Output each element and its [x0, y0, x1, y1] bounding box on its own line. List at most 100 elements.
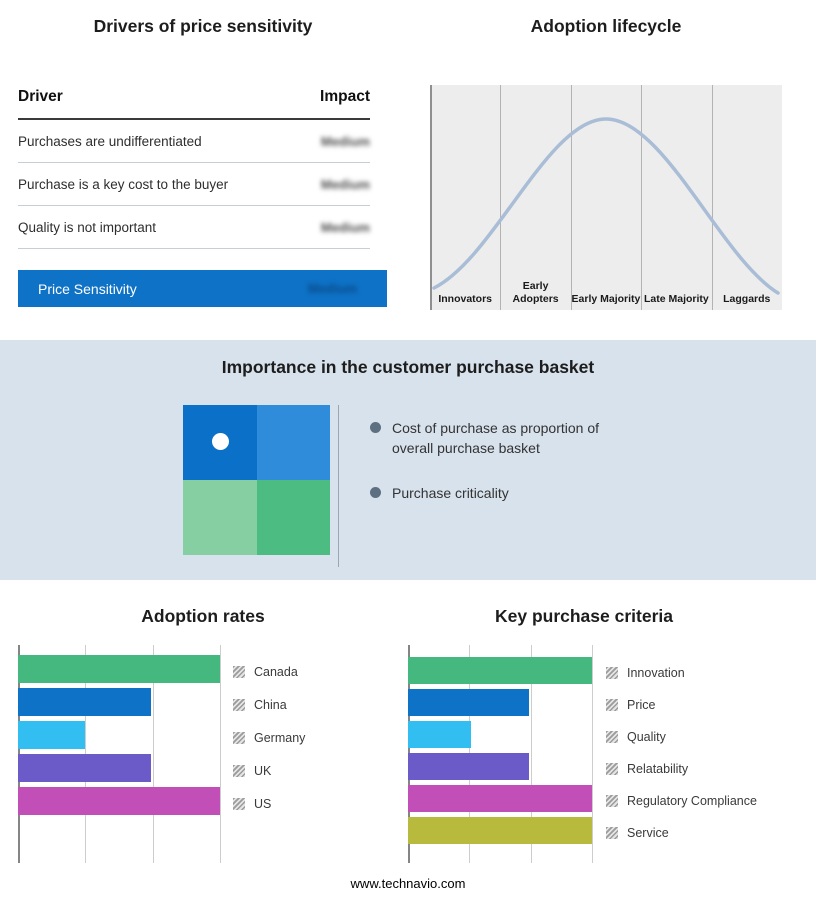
gridline — [530, 645, 532, 863]
legend-item: Germany — [233, 721, 305, 754]
legend-item: Regulatory Compliance — [606, 785, 757, 817]
stage-label: Early Majority — [571, 292, 641, 305]
legend-swatch-icon — [606, 667, 618, 679]
gridline — [220, 645, 221, 863]
key-purchase-criteria-legend: Innovation Price Quality Relatability Re… — [606, 645, 757, 849]
quadrant-axis-line — [338, 405, 339, 567]
stage-label: Laggards — [723, 292, 771, 305]
impact-column-header: Impact — [320, 88, 370, 105]
legend-swatch-icon — [233, 797, 245, 810]
gridline — [430, 85, 432, 310]
key-purchase-criteria-chart — [408, 645, 593, 863]
legend-swatch-icon — [233, 665, 245, 678]
stage-label: Late Majority — [643, 292, 709, 305]
bar-germany — [18, 721, 85, 749]
driver-label: Quality is not important — [18, 219, 157, 235]
lifecycle-stage-labels: Innovators Early Adopters Early Majority… — [430, 280, 782, 305]
driver-label: Purchases are undifferentiated — [18, 133, 202, 149]
quadrant-cell-bottom-left — [183, 480, 257, 555]
bullet-text: Purchase criticality — [392, 484, 509, 501]
drivers-table-header: Driver Impact — [18, 88, 370, 120]
legend-label: Service — [627, 826, 669, 840]
gridline — [641, 85, 643, 310]
lifecycle-panel-title: Adoption lifecycle — [530, 16, 682, 36]
quadrant-cell-bottom-right — [256, 480, 330, 555]
legend-item: China — [233, 688, 305, 721]
bar-quality — [408, 721, 471, 748]
bar-group — [408, 645, 592, 844]
legend-item: Service — [606, 817, 757, 849]
quadrant-cell-top-right — [256, 405, 330, 480]
stage-label: Innovators — [438, 292, 493, 305]
legend-item: Relatability — [606, 753, 757, 785]
legend-label: Canada — [254, 664, 298, 679]
adoption-rates-title: Adoption rates — [141, 606, 265, 626]
legend-label: US — [254, 796, 272, 811]
legend-label: Germany — [254, 730, 306, 745]
gridline — [711, 85, 713, 310]
quadrant-cell-top-left — [183, 405, 257, 480]
bar-regulatory-compliance — [408, 785, 592, 812]
legend-swatch-icon — [606, 731, 618, 743]
list-item: Cost of purchase as proportion of overal… — [370, 418, 640, 459]
drivers-table: Driver Impact Purchases are undifferenti… — [18, 88, 370, 249]
list-item: Purchase criticality — [370, 483, 640, 503]
legend-label: Innovation — [627, 666, 685, 680]
gridline — [592, 645, 593, 863]
stage-label: Early Adopters — [512, 280, 559, 305]
price-sensitivity-label: Price Sensitivity — [38, 280, 137, 297]
bar-canada — [18, 655, 220, 683]
bar-price — [408, 689, 530, 716]
price-sensitivity-summary-bar: Price Sensitivity Medium — [18, 270, 387, 307]
gridline — [570, 85, 572, 310]
legend-swatch-icon — [606, 763, 618, 775]
legend-label: Relatability — [627, 762, 689, 776]
table-row: Quality is not important Medium — [18, 206, 370, 249]
legend-item: UK — [233, 754, 305, 787]
legend-label: Regulatory Compliance — [627, 794, 757, 808]
legend-item: Quality — [606, 721, 757, 753]
adoption-curve — [432, 117, 780, 295]
legend-label: UK — [254, 763, 272, 778]
impact-value-redacted: Medium — [320, 219, 370, 235]
purchase-basket-band: Importance in the customer purchase bask… — [0, 340, 816, 580]
legend-swatch-icon — [233, 764, 245, 777]
legend-item: US — [233, 787, 305, 820]
driver-column-header: Driver — [18, 88, 63, 105]
quadrant-chart — [183, 405, 330, 555]
adoption-rates-legend: Canada China Germany UK US — [233, 645, 305, 820]
quadrant-marker-dot — [212, 433, 229, 450]
legend-swatch-icon — [606, 827, 618, 839]
bar-china — [18, 688, 152, 716]
legend-label: Price — [627, 698, 656, 712]
bullet-text: Cost of purchase as proportion of overal… — [392, 420, 600, 457]
legend-item: Canada — [233, 655, 305, 688]
bottom-section: Adoption rates Key purchase criteria Can… — [0, 580, 816, 902]
basket-bullets: Cost of purchase as proportion of overal… — [370, 418, 640, 527]
bar-relatability — [408, 753, 530, 780]
bar-service — [408, 817, 592, 844]
adoption-lifecycle-chart: Innovators Early Adopters Early Majority… — [430, 85, 782, 310]
legend-swatch-icon — [233, 698, 245, 711]
footer-url: www.technavio.com — [350, 876, 466, 891]
table-row: Purchase is a key cost to the buyer Medi… — [18, 163, 370, 206]
legend-item: Innovation — [606, 657, 757, 689]
key-purchase-criteria-title: Key purchase criteria — [494, 606, 673, 626]
legend-swatch-icon — [606, 795, 618, 807]
bullet-icon — [370, 422, 381, 433]
adoption-rates-chart — [18, 645, 221, 863]
gridline — [152, 645, 154, 863]
drivers-panel-title: Drivers of price sensitivity — [93, 16, 313, 36]
price-sensitivity-value-redacted: Medium — [307, 281, 357, 296]
bar-us — [18, 787, 220, 815]
legend-label: Quality — [627, 730, 666, 744]
driver-label: Purchase is a key cost to the buyer — [18, 176, 229, 192]
legend-label: China — [254, 697, 287, 712]
bullet-icon — [370, 486, 381, 498]
legend-item: Price — [606, 689, 757, 721]
bar-innovation — [408, 657, 592, 684]
bar-uk — [18, 754, 152, 782]
bar-group — [18, 645, 220, 815]
legend-swatch-icon — [233, 731, 245, 744]
basket-panel-title: Importance in the customer purchase bask… — [221, 357, 595, 377]
